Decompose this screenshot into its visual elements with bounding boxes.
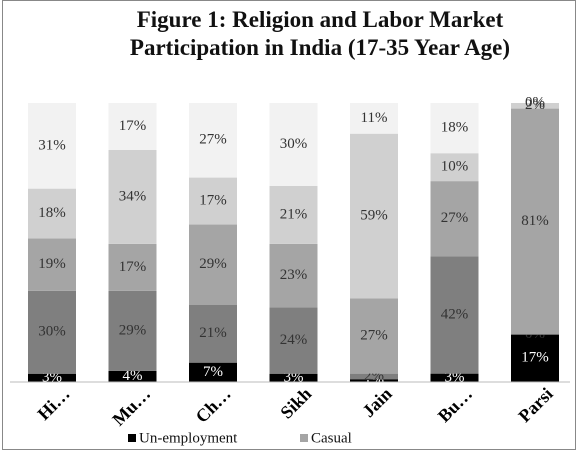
data-label: 0% xyxy=(525,94,545,110)
data-label: 17% xyxy=(119,259,147,275)
bar-segment xyxy=(189,304,237,363)
chart-title: Figure 1: Religion and Labor Market Part… xyxy=(129,7,511,60)
data-label: 18% xyxy=(38,205,66,221)
bar-segment xyxy=(350,379,398,382)
data-label: 30% xyxy=(280,136,308,152)
data-label: 34% xyxy=(119,188,147,204)
data-label: 17% xyxy=(199,193,227,209)
data-label: 21% xyxy=(199,325,227,341)
data-label: 7% xyxy=(203,364,223,380)
bar-segment xyxy=(269,373,318,382)
bar-segment xyxy=(350,103,398,134)
data-label: 31% xyxy=(38,137,66,153)
data-label: 30% xyxy=(38,324,66,340)
bar-segment xyxy=(269,185,318,244)
bar-segment xyxy=(350,298,398,374)
bar-segment xyxy=(269,307,318,374)
bar-segment xyxy=(28,238,76,291)
data-label: 59% xyxy=(360,207,388,223)
bar-segment xyxy=(430,103,479,154)
legend-swatch xyxy=(300,434,308,442)
bar-segment xyxy=(350,373,398,380)
data-label: 19% xyxy=(38,256,66,272)
data-label: 11% xyxy=(361,110,388,126)
bar-segment xyxy=(108,370,157,382)
bar-segment xyxy=(189,177,237,225)
bar-segment xyxy=(430,256,479,374)
data-label: 18% xyxy=(441,120,469,136)
bar-segment xyxy=(511,108,559,335)
bar-segment xyxy=(189,103,237,178)
data-label: 27% xyxy=(360,327,388,343)
data-label: 81% xyxy=(521,213,549,229)
data-label: 27% xyxy=(199,132,227,148)
bar-segment xyxy=(28,373,76,382)
data-label: 23% xyxy=(280,267,308,283)
data-label: 17% xyxy=(119,118,147,134)
bar-segment xyxy=(350,133,398,299)
bar-segment xyxy=(430,373,479,382)
data-label: 17% xyxy=(521,350,549,366)
data-label: 29% xyxy=(119,322,147,338)
bar-segment xyxy=(511,334,559,382)
legend-label: Casual xyxy=(311,430,352,446)
bar-segment xyxy=(108,103,157,150)
bar-segment xyxy=(269,103,318,186)
data-label: 24% xyxy=(280,332,308,348)
bar-segment xyxy=(108,149,157,244)
data-label: 42% xyxy=(441,306,469,322)
data-label: 4% xyxy=(123,368,143,384)
bar-segment xyxy=(108,243,157,291)
data-label: 2% xyxy=(525,97,545,113)
bar-segment xyxy=(108,290,157,371)
bar-segment xyxy=(28,103,76,189)
data-label: 21% xyxy=(280,206,308,222)
bar-segment xyxy=(430,181,479,257)
bar-segment xyxy=(189,362,237,382)
bar-segment xyxy=(28,188,76,239)
data-label: 29% xyxy=(199,256,227,272)
bar-segment xyxy=(28,290,76,374)
legend-swatch xyxy=(128,434,136,442)
bar-segment xyxy=(430,153,479,182)
data-label: 10% xyxy=(441,159,469,175)
data-label: 27% xyxy=(441,210,469,226)
bar-segment xyxy=(269,243,318,308)
bar-segment xyxy=(189,224,237,305)
bar-segment xyxy=(511,103,559,109)
legend-label: Un-employment xyxy=(139,430,238,446)
